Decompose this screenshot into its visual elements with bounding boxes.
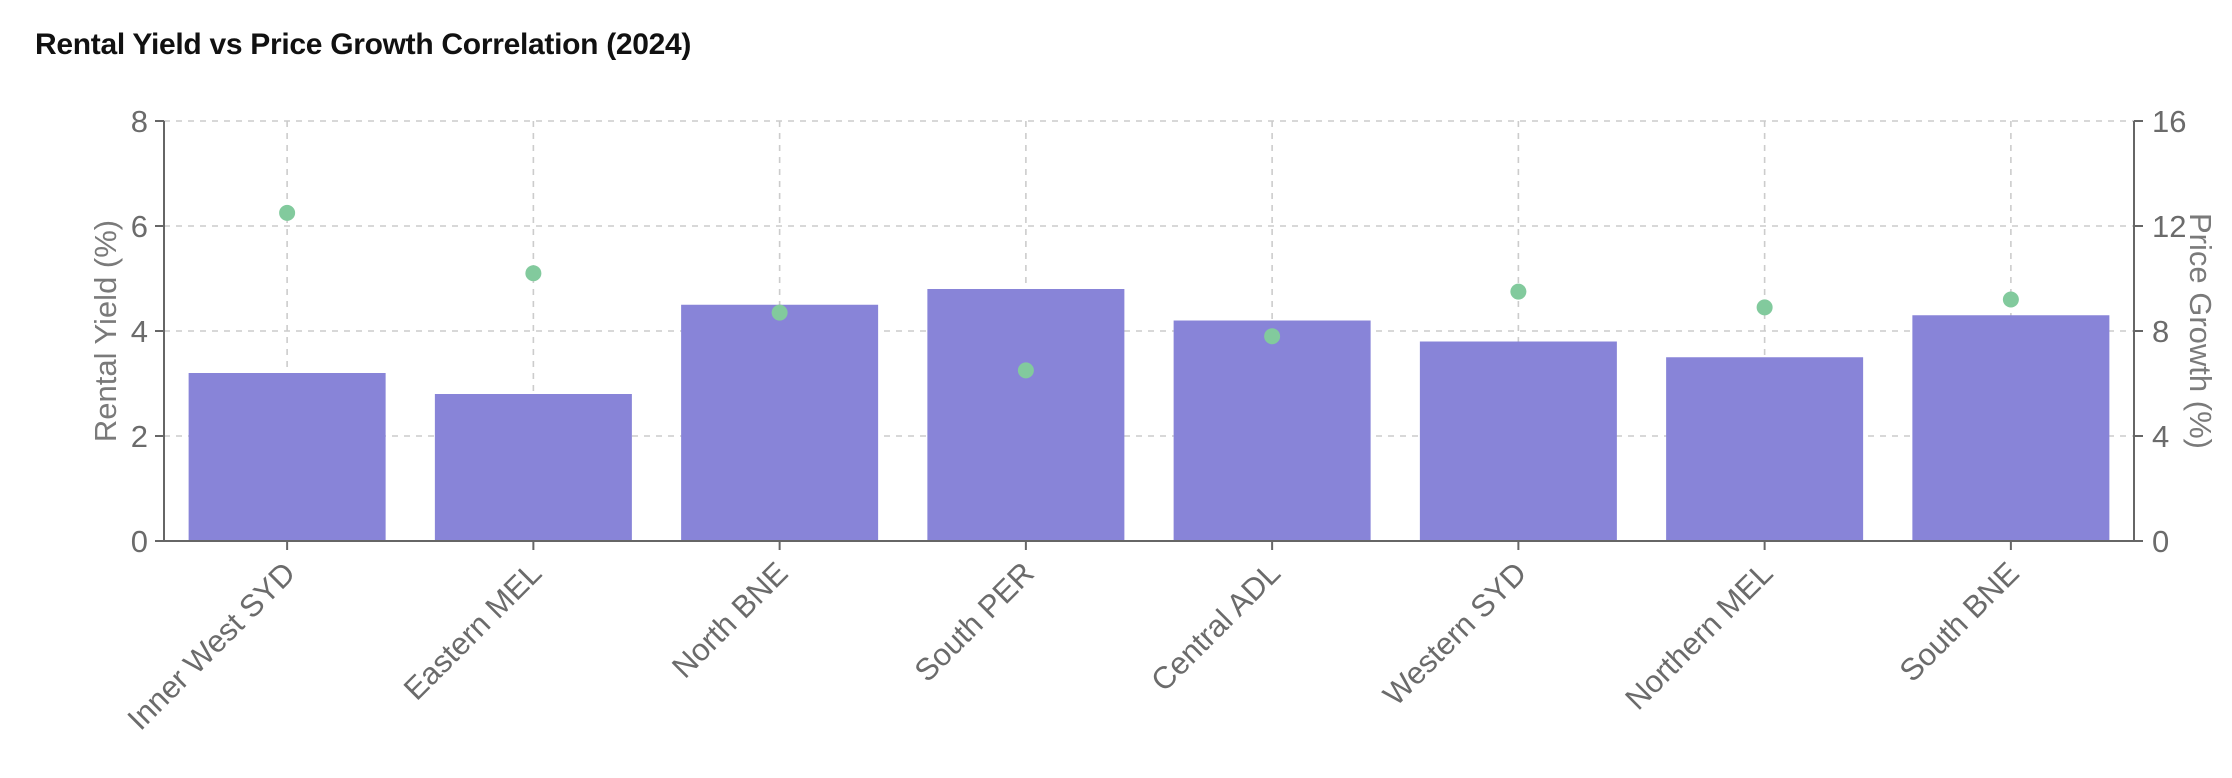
bar	[1419, 341, 1617, 541]
x-tick-label: North BNE	[665, 555, 795, 685]
y2-tick-label: 12	[2152, 209, 2186, 244]
data-point	[1264, 328, 1281, 345]
bar	[434, 394, 632, 541]
data-point	[2002, 291, 2019, 308]
x-tick-label: Northern MEL	[1618, 555, 1779, 716]
x-tick-label: Western SYD	[1376, 555, 1533, 712]
y-tick-label: 8	[131, 104, 148, 139]
x-tick-label: South BNE	[1893, 555, 2026, 688]
bar	[1666, 357, 1864, 541]
x-tick-label: Eastern MEL	[397, 555, 548, 706]
y2-tick-label: 4	[2152, 419, 2169, 454]
points	[279, 204, 2019, 379]
x-tick-label: Inner West SYD	[121, 555, 303, 737]
y-tick-label: 0	[131, 524, 148, 559]
data-point	[1756, 299, 1773, 316]
y-tick-label: 6	[131, 209, 148, 244]
tick-labels: 0 2 4 6 8 0 4 8 12 16 Inner West SYD Eastern MEL Nor…	[88, 104, 2218, 737]
x-tick-label: Central ADL	[1144, 555, 1287, 698]
bars	[188, 289, 2110, 541]
y2-tick-label: 16	[2152, 104, 2186, 139]
x-tick-label: South PER	[908, 555, 1041, 688]
bar	[1173, 320, 1371, 541]
y-tick-label: 2	[131, 419, 148, 454]
y-tick-label: 4	[131, 314, 148, 349]
y-axis-label: Rental Yield (%)	[88, 220, 123, 442]
bar	[681, 304, 879, 541]
bar	[927, 289, 1125, 541]
y2-axis-label: Price Growth (%)	[2183, 213, 2218, 449]
chart-title: Rental Yield vs Price Growth Correlation…	[35, 28, 692, 61]
data-point	[279, 204, 296, 221]
bar	[188, 373, 386, 541]
y2-tick-label: 0	[2152, 524, 2169, 559]
data-point	[525, 265, 542, 282]
data-point	[1017, 362, 1034, 379]
y2-tick-label: 8	[2152, 314, 2169, 349]
bar	[1912, 315, 2110, 541]
data-point	[771, 304, 788, 321]
data-point	[1510, 283, 1527, 300]
axes	[155, 120, 2143, 550]
